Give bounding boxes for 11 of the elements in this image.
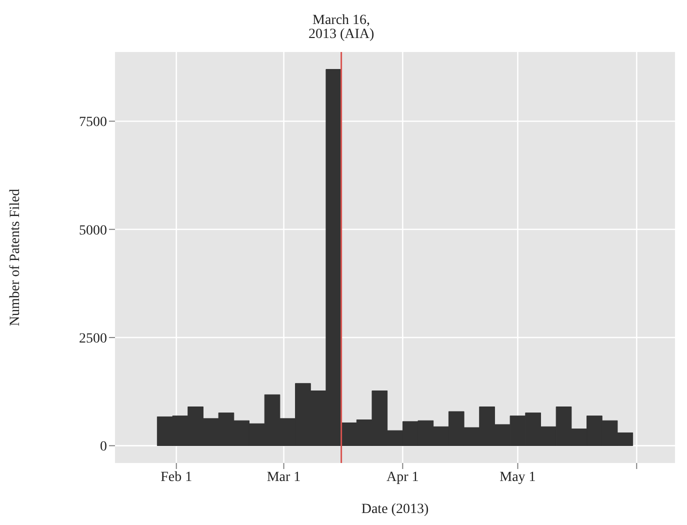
x-tick-label: Apr 1 [386,470,419,485]
y-tick-label: 7500 [79,115,107,130]
y-tick-label: 5000 [79,223,107,238]
y-tick-label: 0 [100,440,107,455]
x-axis-title: Date (2013) [361,502,429,517]
x-tick-label: May 1 [500,470,536,485]
x-tick-label: Feb 1 [160,470,192,485]
y-axis-title: Number of Patents Filed [8,188,23,326]
ref-line-label: March 16, 2013 (AIA) [308,12,374,42]
x-tick-label: Mar 1 [266,470,301,485]
y-tick-label: 2500 [79,332,107,347]
